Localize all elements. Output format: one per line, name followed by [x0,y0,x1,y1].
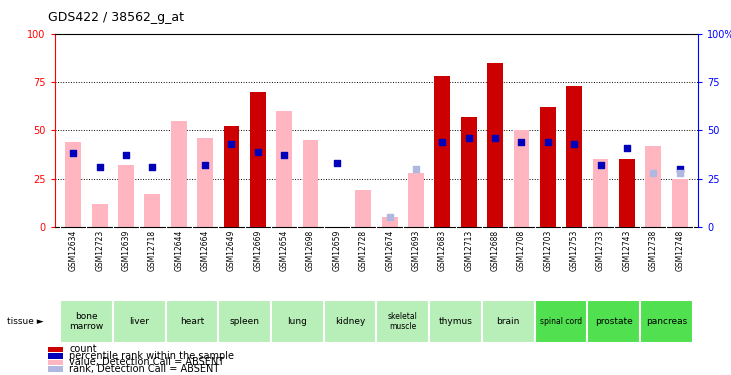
Bar [145,194,160,227]
Bar [276,111,292,227]
Bar [429,300,482,343]
Point [648,170,659,176]
Text: value, Detection Call = ABSENT: value, Detection Call = ABSENT [69,357,224,368]
Point [436,139,448,145]
Point [621,145,633,151]
Bar [355,190,371,227]
Bar [303,140,319,227]
Point [279,152,290,158]
Bar [645,146,662,227]
Text: kidney: kidney [335,317,366,326]
Bar [171,121,186,227]
Bar [48,360,63,365]
Text: heart: heart [180,317,204,326]
Bar [619,159,635,227]
Point [120,152,132,158]
Text: prostate: prostate [595,317,632,326]
Bar [48,366,63,372]
Bar [534,300,588,343]
Point [67,150,79,156]
Bar [65,142,81,227]
Point [515,139,527,145]
Bar [91,204,107,227]
Bar [224,126,239,227]
Text: lung: lung [287,317,307,326]
Point [410,166,422,172]
Point [542,139,553,145]
Point [200,162,211,168]
Bar [382,217,398,227]
Bar [640,300,693,343]
Bar [118,165,134,227]
Bar [487,63,503,227]
Text: GDS422 / 38562_g_at: GDS422 / 38562_g_at [48,11,183,24]
Point [674,170,686,176]
Bar [60,300,113,343]
Bar [434,76,450,227]
Bar [588,300,640,343]
Bar [672,178,688,227]
Bar [48,353,63,358]
Point [568,141,580,147]
Text: spleen: spleen [230,317,260,326]
Text: skeletal
muscle: skeletal muscle [388,312,417,331]
Bar [461,117,477,227]
Text: bone
marrow: bone marrow [69,312,104,331]
Text: percentile rank within the sample: percentile rank within the sample [69,351,235,361]
Point [94,164,105,170]
Point [331,160,343,166]
Bar [593,159,608,227]
Bar [48,346,63,352]
Point [384,214,395,220]
Text: pancreas: pancreas [646,317,687,326]
Text: liver: liver [129,317,149,326]
Point [674,166,686,172]
Bar [165,300,219,343]
Bar [219,300,271,343]
Point [146,164,158,170]
Text: count: count [69,344,97,354]
Bar [540,107,556,227]
Bar [197,138,213,227]
Text: thymus: thymus [439,317,472,326]
Bar [324,300,376,343]
Bar [408,173,424,227]
Text: rank, Detection Call = ABSENT: rank, Detection Call = ABSENT [69,364,220,374]
Text: tissue ►: tissue ► [7,317,44,326]
Bar [271,300,324,343]
Bar [113,300,165,343]
Text: brain: brain [496,317,520,326]
Bar [567,86,582,227]
Point [595,162,607,168]
Point [226,141,238,147]
Text: spinal cord: spinal cord [540,317,582,326]
Point [463,135,474,141]
Bar [514,130,529,227]
Bar [376,300,429,343]
Bar [250,92,266,227]
Point [489,135,501,141]
Bar [482,300,534,343]
Point [252,148,264,154]
